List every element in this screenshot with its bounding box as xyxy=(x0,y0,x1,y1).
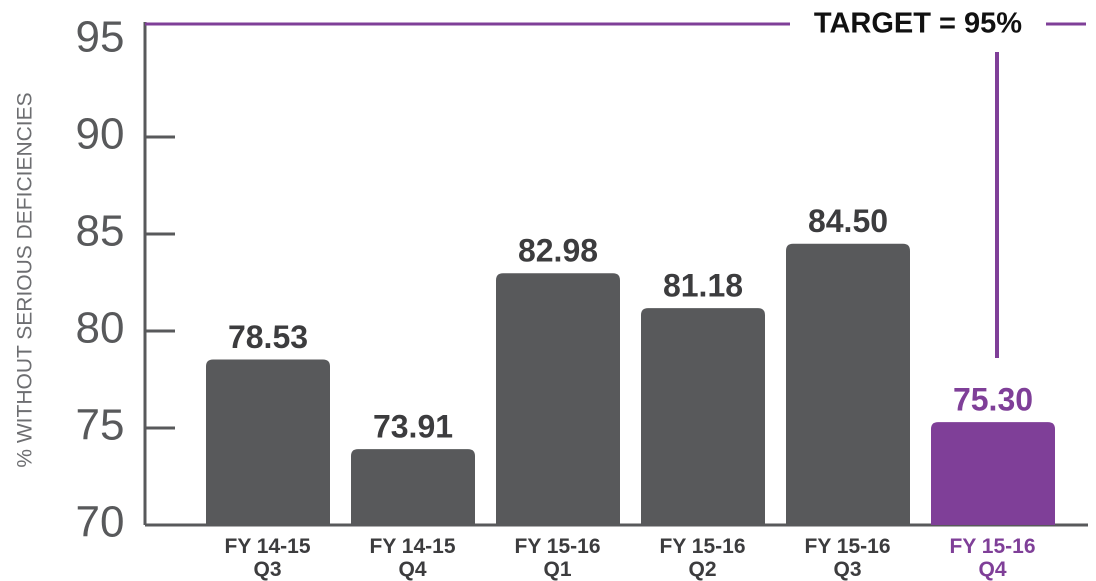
x-tick-label: FY 15-16 Q4 xyxy=(949,535,1036,581)
bar xyxy=(786,243,910,525)
bar xyxy=(351,449,475,525)
bar xyxy=(496,273,620,525)
y-tick-label: 80 xyxy=(76,304,125,353)
value-label: 78.53 xyxy=(228,319,308,355)
value-label: 81.18 xyxy=(663,268,743,304)
x-tick-label: FY 15-16 Q3 xyxy=(804,535,891,581)
y-tick-label: 70 xyxy=(76,498,125,547)
x-tick-label: FY 14-15 Q3 xyxy=(224,535,311,581)
bar xyxy=(206,359,330,525)
bar xyxy=(931,422,1055,525)
y-tick-label: 85 xyxy=(76,207,125,256)
x-tick-label: FY 15-16 Q2 xyxy=(659,535,746,581)
x-tick-label: FY 15-16 Q1 xyxy=(514,535,601,581)
value-label: 82.98 xyxy=(518,233,598,269)
y-tick-label: 95 xyxy=(76,13,125,62)
x-tick-label: FY 14-15 Q4 xyxy=(369,535,456,581)
y-axis-label: % WITHOUT SERIOUS DEFICIENCIES xyxy=(14,92,37,467)
target-label: TARGET = 95% xyxy=(814,8,1022,40)
bar xyxy=(641,308,765,525)
y-tick-label: 90 xyxy=(76,110,125,159)
value-label: 84.50 xyxy=(808,203,888,239)
value-label: 73.91 xyxy=(373,409,453,445)
value-label: 75.30 xyxy=(953,382,1033,418)
y-tick-label: 75 xyxy=(76,401,125,450)
